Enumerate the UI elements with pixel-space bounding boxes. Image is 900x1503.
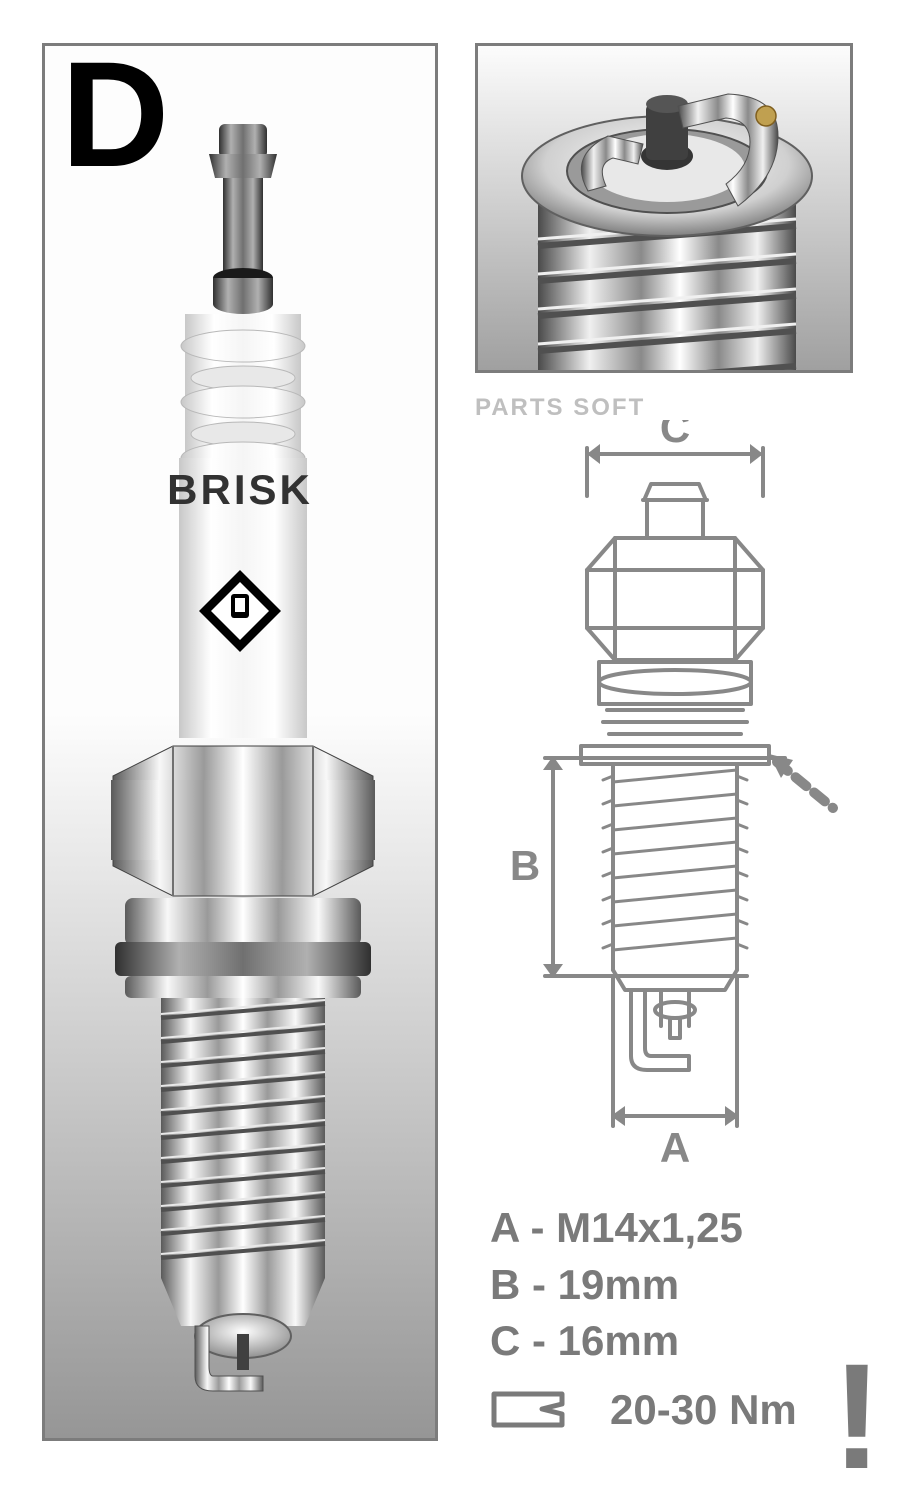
torque-value: 20-30 Nm xyxy=(610,1386,797,1434)
spec-list: A - M14x1,25 B - 19mm C - 16mm xyxy=(490,1200,743,1370)
spark-plug-render xyxy=(45,46,441,1444)
dim-label-a: A xyxy=(660,1124,690,1170)
dim-label-c: C xyxy=(660,420,690,451)
spec-a: A - M14x1,25 xyxy=(490,1200,743,1257)
tip-detail-panel xyxy=(475,43,853,373)
brand-label: BRISK xyxy=(167,466,313,514)
attention-icon: ! xyxy=(832,1330,882,1503)
wrench-icon xyxy=(490,1382,600,1437)
brand-logo-icon xyxy=(195,566,285,656)
dim-label-b: B xyxy=(510,842,540,889)
spec-b: B - 19mm xyxy=(490,1257,743,1314)
main-product-panel: D xyxy=(42,43,438,1441)
tip-detail-render xyxy=(478,46,853,373)
dimension-schematic: C B A xyxy=(475,420,855,1170)
torque-spec: 20-30 Nm xyxy=(490,1382,797,1437)
spec-c: C - 16mm xyxy=(490,1313,743,1370)
watermark-text: PARTS SOFT xyxy=(475,394,645,422)
